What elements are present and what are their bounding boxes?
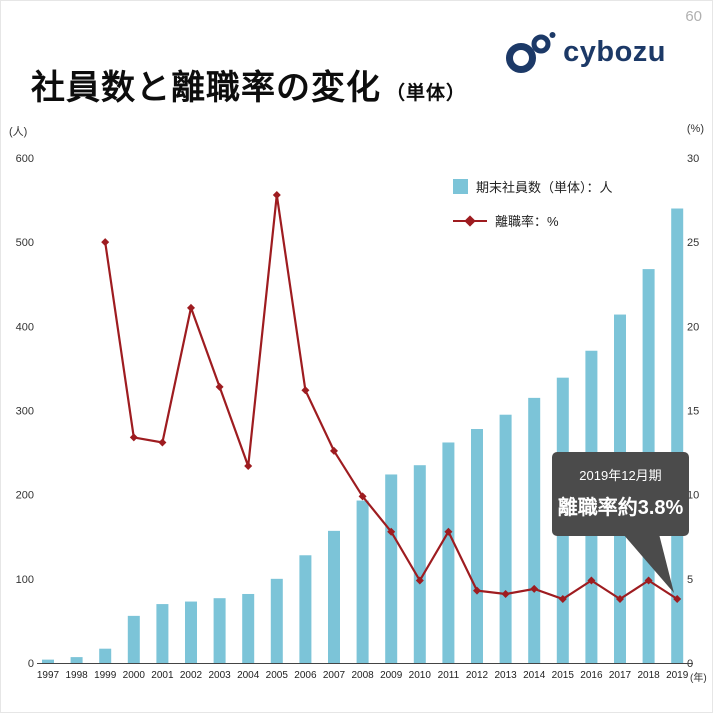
annotation-line1: 2019年12月期 [579,468,662,483]
line-marker-2007 [330,446,338,455]
x-axis-label-2005: 2005 [266,670,289,681]
bar-swatch [453,179,468,194]
legend-label-turnover: 離職率：% [495,214,559,229]
x-axis-label-2010: 2010 [409,670,432,681]
line-marker-2008 [358,492,367,501]
left-axis-tick-300: 300 [16,406,34,418]
x-axis-label-2004: 2004 [237,670,260,681]
x-axis-label-2017: 2017 [609,670,632,681]
line-marker-2015 [558,595,567,604]
line-marker-2012 [473,586,481,595]
page-number: 60 [685,8,702,25]
x-axis-label-2009: 2009 [380,670,403,681]
bar-1998 [70,657,83,663]
right-axis-unit: (%) [686,123,704,135]
bar-2007 [328,530,340,663]
line-marker-2010 [415,576,424,585]
right-axis-tick-30: 30 [687,153,699,165]
x-axis-label-2012: 2012 [466,670,489,681]
line-marker-2006 [301,386,310,395]
x-axis-label-1998: 1998 [65,670,88,681]
line-marker-2005 [272,191,281,200]
bar-2001 [156,604,169,663]
x-axis-label-2008: 2008 [351,670,374,681]
line-marker-2014 [530,584,539,593]
bar-1997 [42,659,54,663]
bar-2003 [213,598,226,663]
line-marker-2009 [387,527,396,536]
line-swatch-diamond [464,214,476,227]
right-axis-tick-25: 25 [687,237,699,249]
left-axis-tick-100: 100 [16,574,34,586]
line-marker-2003 [215,382,224,391]
bar-1999 [99,648,112,663]
left-axis-tick-500: 500 [16,237,34,249]
x-axis-label-1997: 1997 [37,670,60,681]
left-axis-unit: (人) [9,126,28,138]
bar-2009 [385,474,398,663]
bar-2008 [356,500,369,663]
x-axis-label-2015: 2015 [552,670,575,681]
line-marker-2004 [244,462,253,471]
x-axis-label-2003: 2003 [208,670,231,681]
bar-2012 [471,429,483,663]
bar-2006 [299,555,312,663]
left-axis-tick-0: 0 [28,658,34,670]
x-axis-label-1999: 1999 [94,670,117,681]
line-marker-2013 [501,589,510,598]
line-marker-2019 [673,595,682,604]
line-marker-2018 [644,576,653,585]
x-axis-unit: (年) [690,673,707,684]
right-axis-tick-20: 20 [687,321,699,333]
bar-2005 [270,578,283,663]
bar-2014 [528,397,541,663]
page-title: 社員数と離職率の変化 （単体） [31,60,466,109]
x-axis-label-2000: 2000 [123,670,146,681]
bar-2011 [442,442,455,663]
x-axis-label-2002: 2002 [180,670,203,681]
bar-2000 [127,615,140,663]
line-marker-2011 [444,527,453,536]
right-axis-tick-10: 10 [687,490,699,502]
bar-2002 [185,601,197,663]
x-axis-label-2018: 2018 [637,670,660,681]
legend-label-employees: 期末社員数（単体）：人 [476,180,613,195]
annotation-callout: 2019年12月期 離職率約3.8% [552,452,689,536]
line-marker-2000 [129,433,138,442]
line-marker-2017 [616,595,624,604]
x-axis-label-2011: 2011 [438,670,460,681]
line-marker-2001 [158,438,167,447]
x-axis-label-2006: 2006 [294,670,317,681]
x-axis-label-2016: 2016 [580,670,603,681]
bar-2013 [499,414,512,663]
bar-2019 [671,208,684,663]
right-axis-tick-5: 5 [687,574,693,586]
line-marker-1999 [101,238,110,247]
x-axis-label-2007: 2007 [323,670,346,681]
page-title-main: 社員数と離職率の変化 [31,68,381,107]
legend-item-turnover: 離職率：% [453,211,613,230]
legend-item-employees: 期末社員数（単体）：人 [453,177,613,196]
left-axis-tick-200: 200 [16,490,34,502]
cybozu-logo-text: cybozu [563,35,666,68]
bar-2004 [242,593,255,663]
right-axis-tick-15: 15 [687,406,699,418]
left-axis-tick-600: 600 [16,153,34,165]
line-marker-2016 [587,576,596,585]
chart-legend: 期末社員数（単体）：人 離職率：% [453,177,613,245]
cybozu-logo: cybozu [502,29,666,75]
annotation-line2: 離職率約3.8% [557,497,684,519]
x-axis-label-2013: 2013 [494,670,517,681]
line-marker-2002 [187,303,195,312]
line-swatch [453,214,487,227]
page-title-suffix: （単体） [386,82,467,104]
left-axis-tick-400: 400 [16,321,34,333]
x-axis-label-2001: 2001 [151,670,174,681]
bar-2010 [413,465,426,663]
cybozu-logo-icon [506,32,556,73]
x-axis-label-2019: 2019 [666,670,689,681]
x-axis-label-2014: 2014 [523,670,546,681]
annotation-pointer [623,534,674,593]
